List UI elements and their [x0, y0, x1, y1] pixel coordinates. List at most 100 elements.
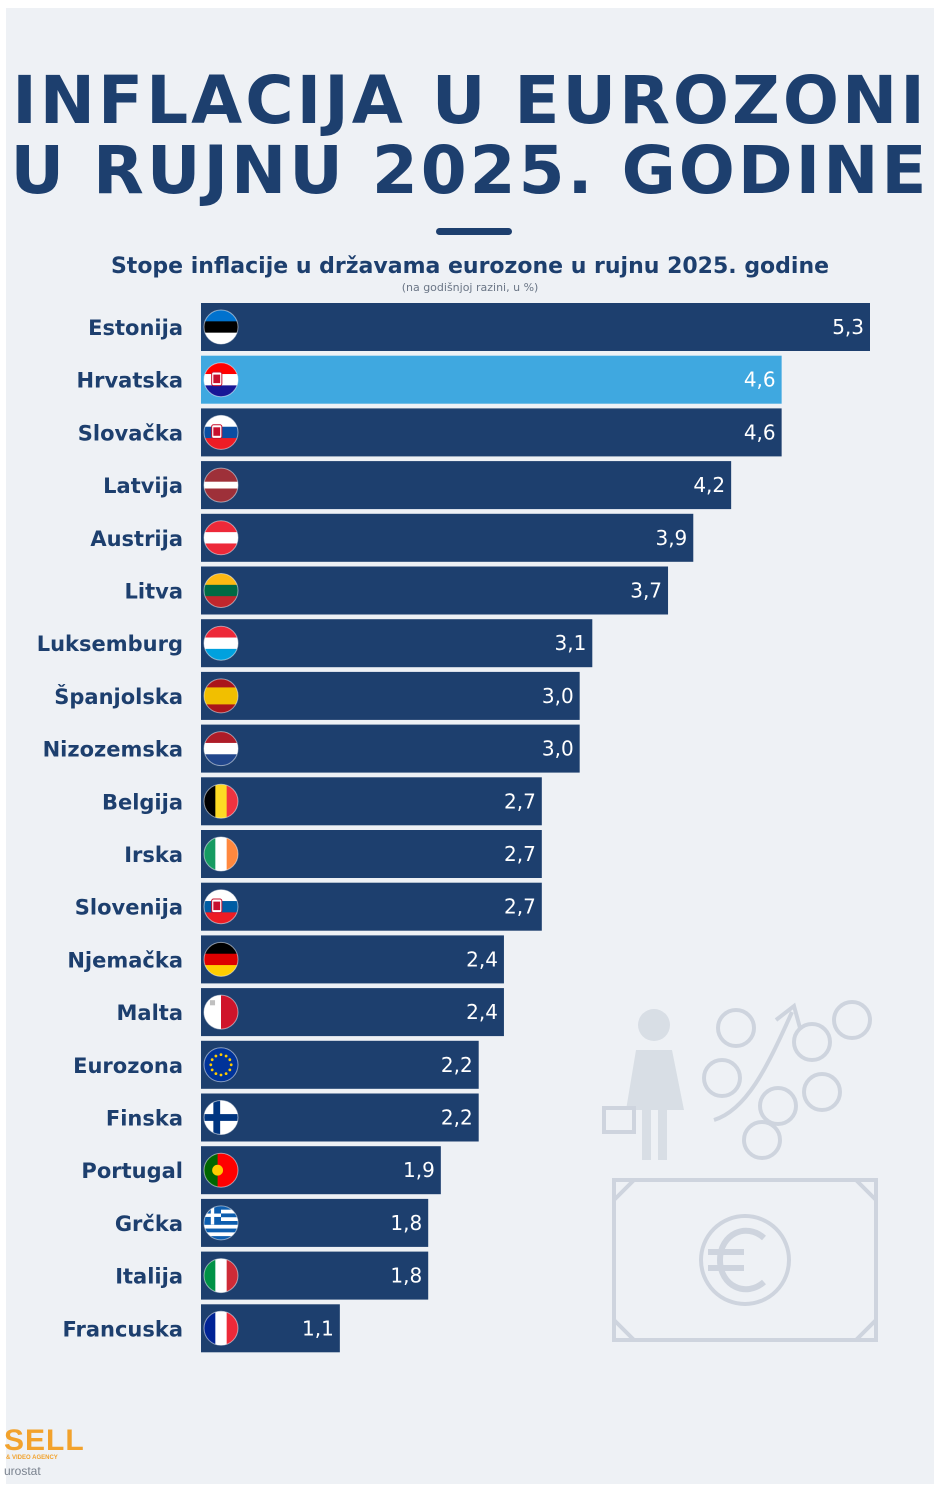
value-label: 4,6 [744, 420, 776, 444]
bar-row: Litva 3,7 [125, 566, 669, 615]
page-title-line2: U RUJNU 2025. GODINE [10, 132, 930, 209]
flag-netherlands-icon [204, 731, 238, 766]
value-label: 4,6 [744, 368, 776, 392]
flag-malta-icon [204, 995, 238, 1030]
category-label: Finska [106, 1107, 183, 1131]
value-label: 1,9 [403, 1158, 435, 1182]
flag-portugal-icon [204, 1153, 238, 1188]
bar-row: Latvija 4,2 [103, 461, 732, 510]
category-label: Litva [125, 580, 183, 604]
category-label: Grčka [115, 1212, 183, 1236]
category-label: Irska [124, 843, 183, 867]
bar-row: Irska 2,7 [124, 830, 542, 878]
bar-row: Španjolska 3,0 [54, 671, 580, 720]
category-label: Eurozona [73, 1054, 183, 1078]
title-divider [436, 228, 512, 235]
value-label: 2,2 [441, 1106, 473, 1130]
bar [201, 830, 542, 878]
category-label: Malta [117, 1001, 183, 1025]
value-label: 2,4 [466, 1000, 498, 1024]
category-label: Luksemburg [37, 632, 183, 656]
value-label: 2,4 [466, 947, 498, 971]
flag-slovenia-icon [204, 889, 238, 924]
bar-row: Slovačka 4,6 [78, 408, 782, 457]
category-label: Estonija [88, 316, 183, 340]
category-label: Nizozemska [43, 738, 183, 762]
inflation-illustration-icon [602, 1000, 878, 1342]
bar [201, 1198, 429, 1247]
category-label: Španjolska [54, 684, 183, 709]
flag-germany-icon [204, 942, 238, 977]
flag-lithuania-icon [204, 573, 238, 608]
bar-row: Luksemburg 3,1 [37, 619, 593, 668]
flag-spain-icon [204, 678, 238, 713]
bar [201, 513, 694, 562]
bar-row: Italija 1,8 [115, 1251, 429, 1300]
bar-row: Austrija 3,9 [90, 513, 694, 562]
flag-italy-icon [204, 1258, 238, 1293]
bar-row: Slovenija 2,7 [75, 882, 542, 931]
bar-row: Portugal 1,9 [81, 1146, 441, 1195]
category-label: Njemačka [67, 948, 183, 972]
bar-row: Hrvatska 4,6 [77, 355, 782, 404]
chart-title: Stope inflacije u državama eurozone u ru… [110, 254, 830, 279]
value-label: 3,7 [630, 579, 662, 603]
value-label: 3,0 [542, 737, 574, 761]
bar [201, 1093, 479, 1142]
flag-france-icon [204, 1311, 238, 1346]
bar-row: Belgija 2,7 [102, 777, 542, 826]
source-note: urostat [4, 1464, 41, 1478]
value-label: 2,7 [504, 789, 536, 813]
flag-slovakia-icon [204, 415, 238, 450]
agency-logo-subtext: & VIDEO AGENCY [6, 1455, 58, 1461]
flag-greece-icon [204, 1205, 238, 1240]
category-label: Italija [115, 1265, 183, 1289]
page-title-line1: INFLACIJA U EUROZONI [12, 62, 928, 139]
flag-estonia-icon [204, 310, 238, 344]
bar [201, 1251, 429, 1300]
bar [201, 619, 593, 668]
bar-row: Eurozona 2,2 [73, 1040, 479, 1089]
bar [201, 935, 504, 984]
category-label: Belgija [102, 790, 183, 814]
value-label: 3,9 [655, 526, 687, 550]
flag-eu-icon [204, 1047, 238, 1082]
category-label: Austrija [90, 527, 183, 551]
flag-belgium-icon [204, 784, 238, 819]
chart-unit-note: (na godišnjoj razini, u %) [401, 281, 539, 294]
value-label: 1,8 [390, 1264, 422, 1288]
flag-latvia-icon [204, 468, 238, 503]
category-label: Hrvatska [77, 369, 183, 393]
category-label: Portugal [81, 1159, 183, 1183]
bar [201, 1040, 479, 1089]
bar-row: Njemačka 2,4 [67, 935, 504, 984]
bar-row: Finska 2,2 [106, 1093, 479, 1142]
bar-row: Malta 2,4 [117, 988, 504, 1037]
bar [201, 566, 669, 615]
value-label: 5,3 [832, 315, 864, 339]
bar-row: Grčka 1,8 [115, 1198, 429, 1247]
flag-finland-icon [204, 1100, 238, 1135]
value-label: 2,2 [441, 1053, 473, 1077]
bar [201, 355, 782, 404]
value-label: 2,7 [504, 895, 536, 919]
flag-croatia-icon [204, 362, 238, 397]
value-label: 4,2 [693, 473, 725, 497]
bar [201, 1146, 441, 1195]
bar [201, 671, 580, 720]
category-label: Slovenija [75, 896, 183, 920]
bar [201, 461, 732, 510]
bar [201, 408, 782, 457]
bar [201, 988, 504, 1037]
bar-row: Francuska 1,1 [62, 1304, 340, 1353]
value-label: 3,0 [542, 684, 574, 708]
flag-luxembourg-icon [204, 626, 238, 661]
bar [201, 724, 580, 773]
value-label: 3,1 [554, 631, 586, 655]
bar [201, 882, 542, 931]
bar-row: Nizozemska 3,0 [43, 724, 580, 773]
value-label: 2,7 [504, 842, 536, 866]
agency-logo: SELL [4, 1424, 85, 1457]
category-label: Slovačka [78, 421, 183, 445]
